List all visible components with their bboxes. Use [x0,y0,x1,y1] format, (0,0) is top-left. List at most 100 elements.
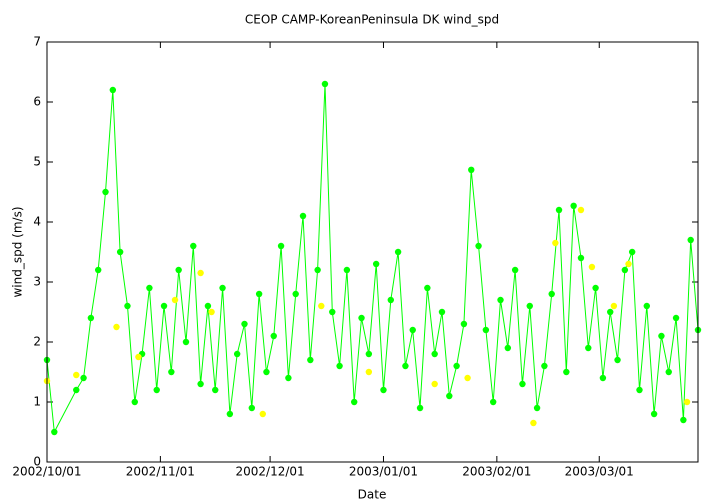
data-point [453,362,460,370]
data-point [607,308,614,316]
data-point [358,314,365,322]
data-point [464,374,471,382]
data-point [614,356,621,364]
data-point [197,380,204,388]
data-point [212,386,219,394]
data-point [307,356,314,364]
data-point [585,344,592,352]
data-point [336,362,343,370]
data-point [552,239,559,247]
data-point [372,260,380,268]
y-tick-label: 6 [33,95,41,109]
data-point [577,206,585,214]
x-tick-label: 2003/02/01 [462,465,531,479]
data-point [625,260,632,268]
data-point [95,266,102,274]
data-point [636,386,643,394]
y-tick-label: 0 [33,455,41,469]
data-point [446,392,453,400]
data-point [329,308,336,316]
data-point [380,386,387,394]
data-point [409,326,416,334]
plot-frame [46,41,699,463]
y-tick-label: 5 [33,155,41,169]
x-tick-label: 2003/01/01 [349,465,418,479]
data-point [577,254,585,262]
data-point [431,350,438,358]
data-point [343,266,351,274]
data-point [321,80,329,88]
y-tick-label: 4 [33,215,41,229]
data-point [475,242,482,250]
data-point [599,374,607,382]
data-point [468,166,475,173]
x-tick-label: 2002/10/01 [12,465,81,479]
data-point [555,206,563,214]
data-point [621,266,629,274]
y-tick-label: 1 [33,395,41,409]
data-point [665,368,672,376]
x-tick-label: 2002/12/01 [236,465,305,479]
data-point [135,353,142,361]
data-point [124,302,131,310]
data-point [233,350,241,358]
data-point [365,368,373,376]
data-point [51,428,58,436]
data-point [489,398,497,406]
data-point [197,269,204,277]
data-point [628,248,636,256]
data-point [73,386,80,394]
y-tick-label: 7 [33,35,41,49]
data-point [431,380,438,388]
data-point [175,266,182,274]
data-point [530,419,537,427]
data-point [204,302,212,310]
y-tick-label: 2 [33,335,41,349]
data-point [146,284,153,292]
data-point [541,362,548,370]
data-point [438,308,446,316]
data-point [482,326,490,334]
data-point [643,302,650,310]
data-point [226,410,234,418]
data-point [270,332,277,340]
x-axis-label: Date [358,488,387,502]
data-point [102,188,109,196]
data-point [109,86,117,94]
data-point [168,368,175,376]
data-point [299,212,307,220]
data-point [259,410,266,418]
data-point [416,404,424,412]
data-point [650,410,658,418]
data-point [563,368,570,376]
data-point [533,404,541,412]
data-point [277,242,285,250]
data-point [255,290,263,298]
data-point [424,284,431,292]
data-point [394,248,402,256]
data-point [497,296,504,304]
data-point [131,398,138,406]
series-line [46,83,699,434]
data-point [241,320,248,328]
data-point [511,266,519,274]
data-point [548,290,555,298]
data-point [680,416,687,424]
data-point [263,368,270,376]
data-point [292,290,299,298]
data-point [73,371,80,379]
data-point [285,374,292,382]
data-point [683,398,691,406]
data-point [570,202,577,209]
data-point [219,284,226,292]
data-point [460,320,468,328]
data-point [519,380,526,388]
data-point [610,302,618,310]
data-point [402,362,409,370]
data-point [248,404,256,412]
chart-title: CEOP CAMP-KoreanPeninsula DK wind_spd [245,13,499,27]
data-point [687,236,694,244]
data-point [87,314,95,322]
x-tick-label: 2003/03/01 [565,465,634,479]
